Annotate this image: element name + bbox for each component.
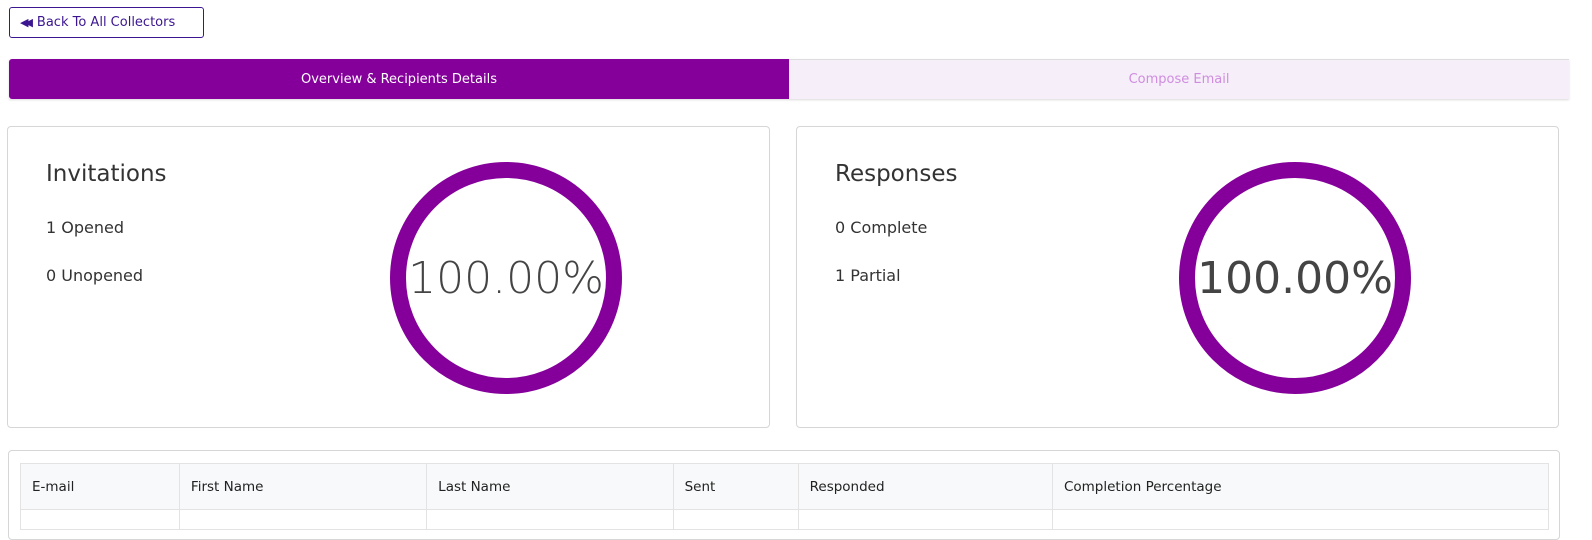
col-responded[interactable]: Responded	[797, 463, 1053, 510]
partial-count: 1 Partial	[835, 266, 901, 285]
unopened-count: 0 Unopened	[46, 266, 144, 285]
responses-card: Responses 0 Complete 1 Partial 100.00%	[796, 126, 1559, 428]
recipients-table-card: E-mail First Name Last Name Sent Respond…	[8, 450, 1560, 540]
tab-compose-email[interactable]: Compose Email	[789, 59, 1569, 99]
back-to-all-collectors-button[interactable]: ◀◀ Back To All Collectors	[9, 7, 204, 38]
double-chevron-left-icon: ◀◀	[20, 16, 33, 29]
tab-overview[interactable]: Overview & Recipients Details	[9, 59, 789, 99]
responses-donut: 100.00%	[1179, 162, 1411, 394]
opened-count: 1 Opened	[46, 218, 124, 237]
donut-ring	[1179, 162, 1411, 394]
responses-percent: 100.00%	[1197, 253, 1393, 304]
col-completion-percentage[interactable]: Completion Percentage	[1051, 463, 1550, 510]
complete-count: 0 Complete	[835, 218, 928, 237]
invitations-title: Invitations	[46, 161, 167, 187]
invitations-card: Invitations 1 Opened 0 Unopened 100.00%	[7, 126, 770, 428]
back-button-label: Back To All Collectors	[36, 15, 176, 30]
col-last-name[interactable]: Last Name	[426, 463, 674, 510]
invitations-percent: 100.00%	[408, 253, 604, 304]
col-sent[interactable]: Sent	[672, 463, 799, 510]
table-row	[20, 509, 1550, 530]
invitations-donut: 100.00%	[390, 162, 622, 394]
responses-title: Responses	[835, 161, 958, 187]
tab-bar: Overview & Recipients Details Compose Em…	[9, 59, 1569, 99]
col-email[interactable]: E-mail	[20, 463, 180, 510]
col-first-name[interactable]: First Name	[178, 463, 428, 510]
recipients-table: E-mail First Name Last Name Sent Respond…	[20, 463, 1550, 530]
donut-ring	[390, 162, 622, 394]
